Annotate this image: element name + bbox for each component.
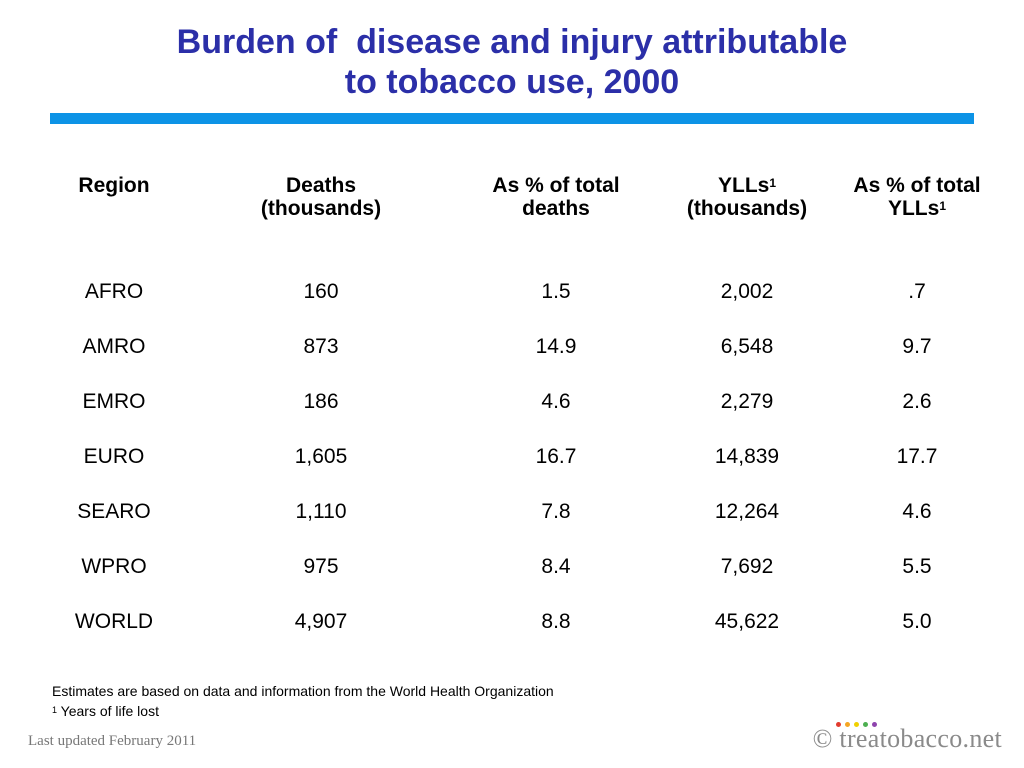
header-deaths: Deaths (thousands) bbox=[260, 174, 382, 220]
table-row-region: SEARO bbox=[77, 500, 151, 523]
footnote-source: Estimates are based on data and informat… bbox=[52, 683, 554, 699]
table-cell: 4,907 bbox=[294, 610, 348, 633]
slide-title: Burden of disease and injury attributabl… bbox=[0, 22, 1024, 102]
table-cell: 8.4 bbox=[541, 555, 571, 578]
table-cell: 14.9 bbox=[535, 335, 577, 358]
table-cell: 1.5 bbox=[541, 280, 571, 303]
table-cell: 5.5 bbox=[902, 555, 932, 578]
table-row-region: AMRO bbox=[82, 335, 146, 358]
brand-dots-logo bbox=[836, 722, 877, 727]
slide-title-line2: to tobacco use, 2000 bbox=[344, 63, 680, 101]
table-row-region: WPRO bbox=[81, 555, 147, 578]
table-row-region: AFRO bbox=[84, 280, 144, 303]
table-cell: 17.7 bbox=[896, 445, 938, 468]
table-cell: 5.0 bbox=[902, 610, 932, 633]
table-cell: 160 bbox=[303, 280, 339, 303]
table-cell: 7.8 bbox=[541, 500, 571, 523]
table-cell: 12,264 bbox=[714, 500, 780, 523]
table-cell: 14,839 bbox=[714, 445, 780, 468]
header-pct-ylls: As % of total YLLs1 bbox=[853, 174, 981, 220]
title-underline bbox=[50, 113, 974, 124]
table-cell: 975 bbox=[303, 555, 339, 578]
table-cell: 1,605 bbox=[294, 445, 348, 468]
brand-dot bbox=[854, 722, 859, 727]
brand-logo: © treatobacco.net bbox=[812, 724, 1002, 753]
brand-dot bbox=[845, 722, 850, 727]
table-cell: 1,110 bbox=[295, 500, 347, 523]
table-cell: 7,692 bbox=[720, 555, 774, 578]
table-cell: 2,002 bbox=[720, 280, 774, 303]
header-region: Region bbox=[78, 174, 150, 197]
table-cell: 16.7 bbox=[535, 445, 577, 468]
table-row-region: EMRO bbox=[82, 390, 146, 413]
table-cell: 9.7 bbox=[902, 335, 932, 358]
table-cell: 6,548 bbox=[720, 335, 774, 358]
footnote-ylls: 1 Years of life lost bbox=[52, 703, 159, 719]
table-cell: 4.6 bbox=[902, 500, 932, 523]
brand-dot bbox=[863, 722, 868, 727]
brand-dot bbox=[836, 722, 841, 727]
table-cell: 2.6 bbox=[902, 390, 932, 413]
header-pct-deaths: As % of total deaths bbox=[492, 174, 620, 220]
table-cell: .7 bbox=[908, 280, 926, 303]
table-row-region: EURO bbox=[83, 445, 145, 468]
brand-dot bbox=[872, 722, 877, 727]
table-cell: 4.6 bbox=[541, 390, 571, 413]
table-cell: 45,622 bbox=[714, 610, 780, 633]
last-updated: Last updated February 2011 bbox=[28, 733, 197, 749]
table-cell: 2,279 bbox=[720, 390, 774, 413]
table-cell: 873 bbox=[303, 335, 339, 358]
table-cell: 8.8 bbox=[541, 610, 571, 633]
table-row-region: WORLD bbox=[74, 610, 154, 633]
slide-title-line1: Burden of disease and injury attributabl… bbox=[176, 23, 848, 61]
header-ylls: YLLs1 (thousands) bbox=[686, 174, 808, 220]
table-cell: 186 bbox=[303, 390, 339, 413]
